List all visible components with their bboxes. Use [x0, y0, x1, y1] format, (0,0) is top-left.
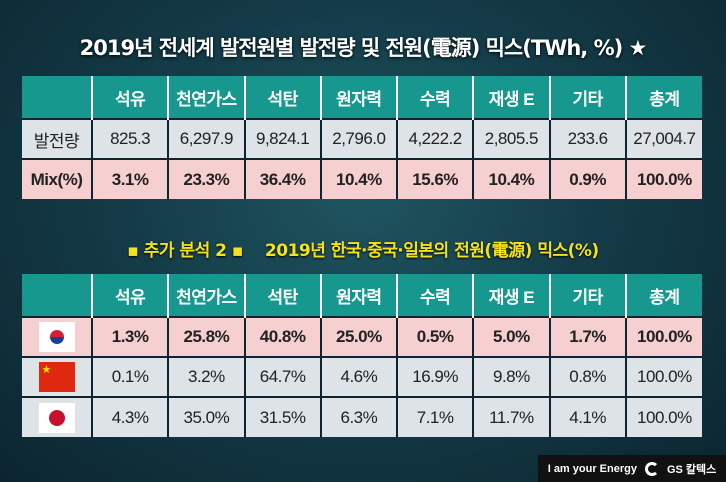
table-cell: 25.8% — [167, 316, 245, 357]
table-row-japan: 4.3% 35.0% 31.5% 6.3% 7.1% 11.7% 4.1% 100.0% — [22, 396, 702, 437]
table-cell: 4.1% — [548, 396, 626, 437]
table-cell: 1.7% — [548, 316, 626, 357]
header-corner — [22, 76, 92, 119]
footer-brand: I am your Energy GS 칼텍스 — [538, 455, 726, 482]
table-cell: 10.4% — [319, 158, 397, 199]
table-cell: 4.6% — [319, 356, 397, 397]
brand-name: GS 칼텍스 — [666, 463, 717, 476]
gs-logo-icon — [644, 461, 659, 476]
table-header: 석유 천연가스 석탄 원자력 수력 재생 E 기타 총계 — [22, 76, 702, 119]
world-generation-table: 석유 천연가스 석탄 원자력 수력 재생 E 기타 총계 발전량 825.3 6,297.9 9,8… — [22, 76, 702, 199]
table-cell: 100.0% — [624, 316, 702, 357]
table-cell: 7.1% — [395, 396, 474, 437]
table-header: 석유 천연가스 석탄 원자력 수력 재생 E 기타 총계 — [22, 274, 702, 317]
column-header: 원자력 — [319, 274, 397, 317]
column-header: 천연가스 — [167, 76, 245, 119]
table-row-korea: 1.3% 25.8% 40.8% 25.0% 0.5% 5.0% 1.7% 100.0% — [22, 316, 702, 357]
table-cell: 4,222.2 — [395, 118, 474, 159]
table-cell: 35.0% — [167, 396, 245, 437]
table-row-generation: 발전량 825.3 6,297.9 9,824.1 2,796.0 4,222.2 2,80… — [22, 118, 702, 159]
table-cell: 9.8% — [472, 356, 550, 397]
subtitle: ▪ 추가 분석 2 ▪ 2019년 한국·중국·일본의 전원(電源) 믹스(%) — [0, 236, 726, 261]
table-cell: 11.7% — [472, 396, 550, 437]
column-header: 석탄 — [243, 76, 321, 119]
page-title: 2019년 전세계 발전원별 발전량 및 전원(電源) 믹스(TWh, %) ★ — [79, 36, 648, 60]
column-header: 기타 — [548, 274, 626, 317]
flag-cell — [22, 316, 92, 357]
column-header: 석탄 — [243, 274, 321, 317]
column-header: 석유 — [90, 76, 169, 119]
column-header: 천연가스 — [167, 274, 245, 317]
table-cell: 6.3% — [319, 396, 397, 437]
table-cell: 6,297.9 — [167, 118, 245, 159]
table-cell: 25.0% — [319, 316, 397, 357]
table-cell: 36.4% — [243, 158, 321, 199]
table-cell: 9,824.1 — [243, 118, 321, 159]
row-label: Mix(%) — [22, 158, 92, 199]
table-cell: 0.1% — [90, 356, 169, 397]
column-header: 원자력 — [319, 76, 397, 119]
table-cell: 100.0% — [624, 356, 702, 397]
column-header: 수력 — [395, 76, 474, 119]
column-header: 재생 E — [472, 274, 550, 317]
column-header: 수력 — [395, 274, 474, 317]
kcj-mix-table: 석유 천연가스 석탄 원자력 수력 재생 E 기타 총계 1.3% 25.8% 40.8% 25.0… — [22, 274, 702, 437]
column-header: 기타 — [548, 76, 626, 119]
south-korea-flag-icon — [38, 322, 75, 352]
table-cell: 4.3% — [90, 396, 169, 437]
column-header: 재생 E — [472, 76, 550, 119]
table-row-mix: Mix(%) 3.1% 23.3% 36.4% 10.4% 15.6% 10.4% 0.9% 1… — [22, 158, 702, 199]
table-cell: 3.2% — [167, 356, 245, 397]
subtitle-label: ▪ 추가 분석 2 ▪ — [127, 241, 243, 261]
row-label: 발전량 — [22, 118, 92, 159]
table-cell: 16.9% — [395, 356, 474, 397]
table-cell: 31.5% — [243, 396, 321, 437]
slogan: I am your Energy — [547, 462, 637, 475]
subtitle-text: 2019년 한국·중국·일본의 전원(電源) 믹스(%) — [264, 241, 599, 261]
table-cell: 10.4% — [472, 158, 550, 199]
table-cell: 0.9% — [548, 158, 626, 199]
table-cell: 100.0% — [624, 396, 702, 437]
table-cell: 2,805.5 — [472, 118, 550, 159]
table-cell: 3.1% — [90, 158, 169, 199]
table-cell: 5.0% — [472, 316, 550, 357]
table-cell: 64.7% — [243, 356, 321, 397]
table-row-china: 0.1%3.2%64.7%4.6%16.9%9.8%0.8%100.0% — [22, 356, 702, 397]
table-cell: 233.6 — [548, 118, 626, 159]
table-cell: 27,004.7 — [624, 118, 702, 159]
table-cell: 0.5% — [395, 316, 474, 357]
table-cell: 2,796.0 — [319, 118, 397, 159]
column-header: 석유 — [90, 274, 169, 317]
china-flag-icon — [38, 362, 75, 392]
table-cell: 15.6% — [395, 158, 474, 199]
column-header: 총계 — [624, 76, 702, 119]
table-cell: 825.3 — [90, 118, 169, 159]
column-header: 총계 — [624, 274, 702, 317]
table-cell: 40.8% — [243, 316, 321, 357]
table-cell: 100.0% — [624, 158, 702, 199]
table-cell: 1.3% — [90, 316, 169, 357]
flag-cell — [22, 356, 92, 397]
table-cell: 0.8% — [548, 356, 626, 397]
flag-cell — [22, 396, 92, 437]
table-cell: 23.3% — [167, 158, 245, 199]
japan-flag-icon — [38, 402, 75, 433]
header-corner — [22, 274, 92, 317]
